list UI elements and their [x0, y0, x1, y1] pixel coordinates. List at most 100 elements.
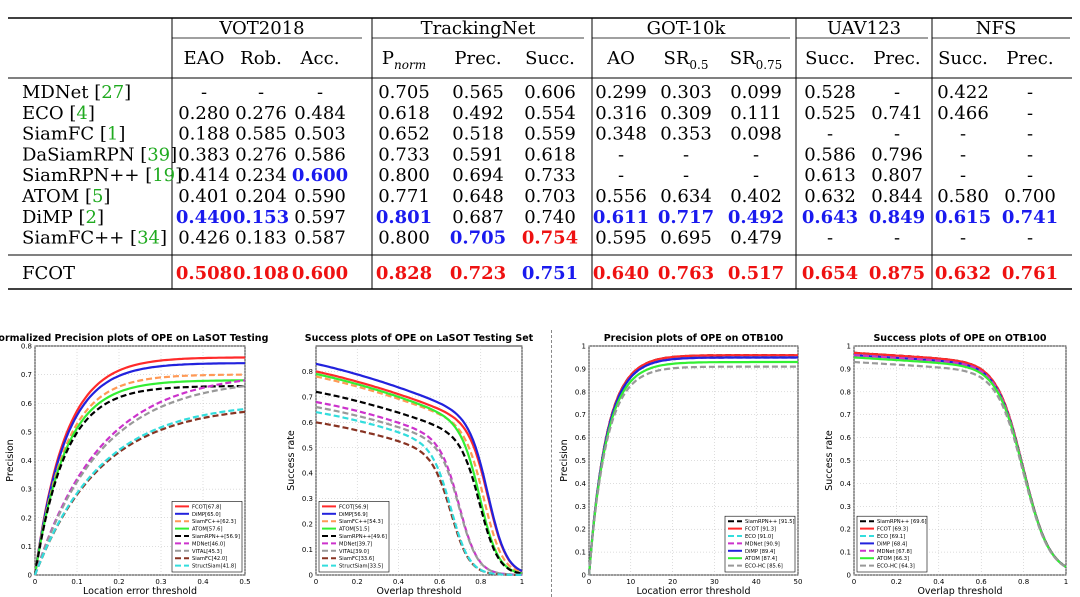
table-cell: 0.632: [935, 263, 991, 284]
table-cell: 0.299: [595, 82, 647, 103]
table-cell: 0.111: [730, 103, 782, 124]
y-tick-label: 0.2: [840, 526, 851, 534]
y-tick-label: 0.3: [840, 503, 851, 511]
table-cell: 0.108: [233, 263, 289, 284]
table-cell: 0.613: [804, 165, 856, 186]
table-cell: 0.348: [595, 124, 647, 145]
y-tick-label: 0.8: [575, 388, 586, 396]
table-cell: 0.556: [595, 186, 647, 207]
table-cell: 0.508: [176, 263, 232, 284]
y-tick-label: 0.3: [21, 486, 32, 494]
legend-entry: SiamFC[42.0]: [192, 556, 227, 562]
legend-entry: ECO-HC [64.3]: [877, 564, 915, 570]
column-header: Succ.: [525, 48, 575, 69]
x-tick-label: 1: [520, 578, 524, 586]
series-line: [587, 356, 799, 576]
table-cell: -: [1027, 103, 1033, 124]
column-header: Succ.: [938, 48, 988, 69]
legend-entry: ATOM [87.4]: [745, 556, 777, 562]
table-cell: 0.595: [595, 228, 647, 249]
legend-entry: ATOM[57.6]: [192, 527, 222, 533]
legend-entry: ECO-HC [85.6]: [745, 564, 783, 570]
table-cell: 0.587: [294, 228, 346, 249]
x-tick-label: 0: [587, 578, 591, 586]
y-tick-label: 0.1: [302, 546, 313, 554]
column-header: Prec.: [454, 48, 501, 69]
plot-title: Success plots of OPE on LaSOT Testing Se…: [305, 333, 534, 344]
table-cell: 0.554: [524, 103, 576, 124]
y-axis-label: Success rate: [286, 430, 297, 491]
table-cell: 0.183: [235, 228, 287, 249]
series-line: [33, 362, 245, 576]
x-tick-label: 50: [794, 578, 803, 586]
table-cell: 0.517: [728, 263, 784, 284]
column-header: Prec.: [873, 48, 920, 69]
y-tick-label: 0.3: [575, 503, 586, 511]
method-name: SiamFC [1]: [22, 124, 125, 145]
table-cell: 0.632: [804, 186, 856, 207]
y-tick-label: 0.5: [840, 457, 851, 465]
table-cell: 0.276: [235, 144, 287, 165]
x-tick-label: 0.2: [891, 578, 902, 586]
y-tick-label: 0.6: [21, 400, 33, 408]
table-cell: -: [683, 144, 689, 165]
column-header: SR0.75: [730, 48, 783, 72]
x-tick-label: 1: [1064, 578, 1068, 586]
legend-entry: MDNet[39.7]: [339, 541, 372, 547]
series-line: [33, 410, 246, 576]
table-cell: 0.586: [804, 144, 856, 165]
table-cell: 0.634: [660, 186, 712, 207]
table-cell: 0.383: [178, 144, 230, 165]
method-name: DiMP [2]: [22, 207, 104, 228]
table-cell: 0.800: [378, 228, 430, 249]
table-cell: 0.188: [178, 124, 230, 145]
y-tick-label: 0.7: [575, 411, 586, 419]
series-line: [33, 379, 246, 576]
table-cell: 0.771: [378, 186, 430, 207]
x-tick-label: 0.3: [155, 578, 166, 586]
table-cell: -: [317, 82, 323, 103]
table-cell: 0.700: [1004, 186, 1056, 207]
table-cell: 0.606: [524, 82, 576, 103]
y-tick-label: 0: [582, 572, 586, 580]
table-cell: -: [827, 228, 833, 249]
y-tick-label: 0.5: [302, 444, 313, 452]
table-cell: 0.303: [660, 82, 712, 103]
table-cell: 0.492: [728, 207, 784, 228]
y-axis-label: Precision: [5, 439, 16, 481]
table-cell: 0.280: [178, 103, 230, 124]
series-line: [315, 390, 523, 575]
table-cell: 0.276: [235, 103, 287, 124]
column-header: SR0.5: [664, 48, 709, 72]
y-axis-label: Success rate: [824, 430, 835, 491]
series-line: [853, 360, 1067, 569]
x-tick-label: 0.4: [933, 578, 945, 586]
group-header: VOT2018: [218, 18, 304, 39]
results-table: VOT2018 TrackingNet GOT-10k UAV123 NFS EAO Rob…: [8, 17, 1072, 290]
legend-entry: MDNet[46.0]: [192, 541, 225, 547]
table-cell: -: [683, 165, 689, 186]
lasot-success-plot: Success plots of OPE on LaSOT Testing Se…: [286, 333, 534, 597]
series-line: [587, 365, 798, 576]
y-tick-label: 0.2: [21, 514, 32, 522]
table-cell: 0.741: [871, 103, 923, 124]
x-tick-label: 0.4: [197, 578, 209, 586]
table-cell: -: [1027, 165, 1033, 186]
legend-entry: DiMP[56.9]: [339, 512, 368, 518]
series-line: [33, 379, 246, 576]
table-cell: 0.414: [178, 165, 230, 186]
table-cell: -: [1027, 144, 1033, 165]
table-cell: 0.705: [450, 228, 506, 249]
column-header: Pnorm: [382, 48, 426, 72]
table-cell: 0.484: [294, 103, 346, 124]
table-cell: 0.652: [378, 124, 430, 145]
table-cell: -: [618, 144, 624, 165]
table-cell: 0.796: [871, 144, 923, 165]
table-cell: 0.687: [452, 207, 504, 228]
table-cell: 0.401: [178, 186, 230, 207]
table-cell: -: [1027, 82, 1033, 103]
x-tick-label: 20: [668, 578, 677, 586]
table-cell: 0.316: [595, 103, 647, 124]
table-cell: 0.695: [660, 228, 712, 249]
table-cell: 0.422: [937, 82, 989, 103]
